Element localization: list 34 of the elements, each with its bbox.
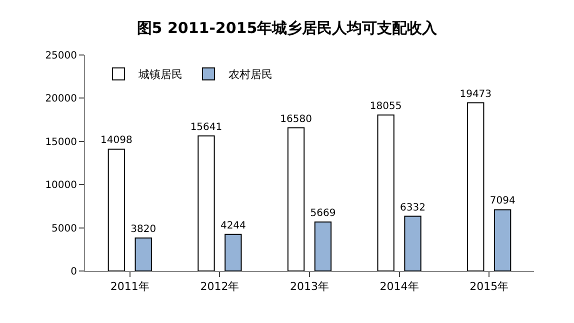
x-tick-label: 2014年 — [380, 280, 419, 294]
x-tick-label: 2013年 — [290, 280, 329, 294]
data-label: 3820 — [130, 224, 156, 235]
bar — [224, 234, 242, 271]
bar — [108, 148, 126, 271]
data-label: 6332 — [400, 202, 426, 214]
y-tick-label: 15000 — [45, 136, 77, 148]
x-tick-label: 2012年 — [200, 280, 240, 294]
legend-label: 农村居民 — [228, 68, 272, 82]
bar — [467, 102, 484, 271]
y-tick-label: 25000 — [45, 50, 77, 62]
bar — [404, 216, 422, 271]
bar — [198, 135, 215, 271]
bar — [494, 209, 512, 271]
bar — [314, 222, 332, 271]
data-label: 19473 — [460, 88, 492, 100]
data-label: 5669 — [310, 208, 336, 220]
chart-title: 图5 2011-2015年城乡居民人均可支配收入 — [136, 19, 438, 38]
data-label: 4244 — [220, 220, 246, 232]
data-label: 15641 — [190, 122, 222, 133]
bar — [287, 127, 305, 271]
y-tick-label: 5000 — [52, 223, 77, 234]
data-label: 14098 — [100, 135, 132, 146]
data-label: 7094 — [490, 196, 516, 207]
data-label: 16580 — [280, 114, 312, 125]
bar — [134, 238, 152, 271]
legend-label: 城镇居民 — [137, 68, 182, 82]
y-tick-label: 10000 — [45, 180, 77, 192]
x-tick-label: 2015年 — [470, 280, 509, 294]
y-tick-label: 20000 — [45, 94, 77, 105]
x-tick-label: 2011年 — [110, 280, 150, 294]
bar — [377, 114, 394, 271]
data-label: 18055 — [370, 101, 402, 112]
y-tick-label: 0 — [70, 266, 77, 278]
